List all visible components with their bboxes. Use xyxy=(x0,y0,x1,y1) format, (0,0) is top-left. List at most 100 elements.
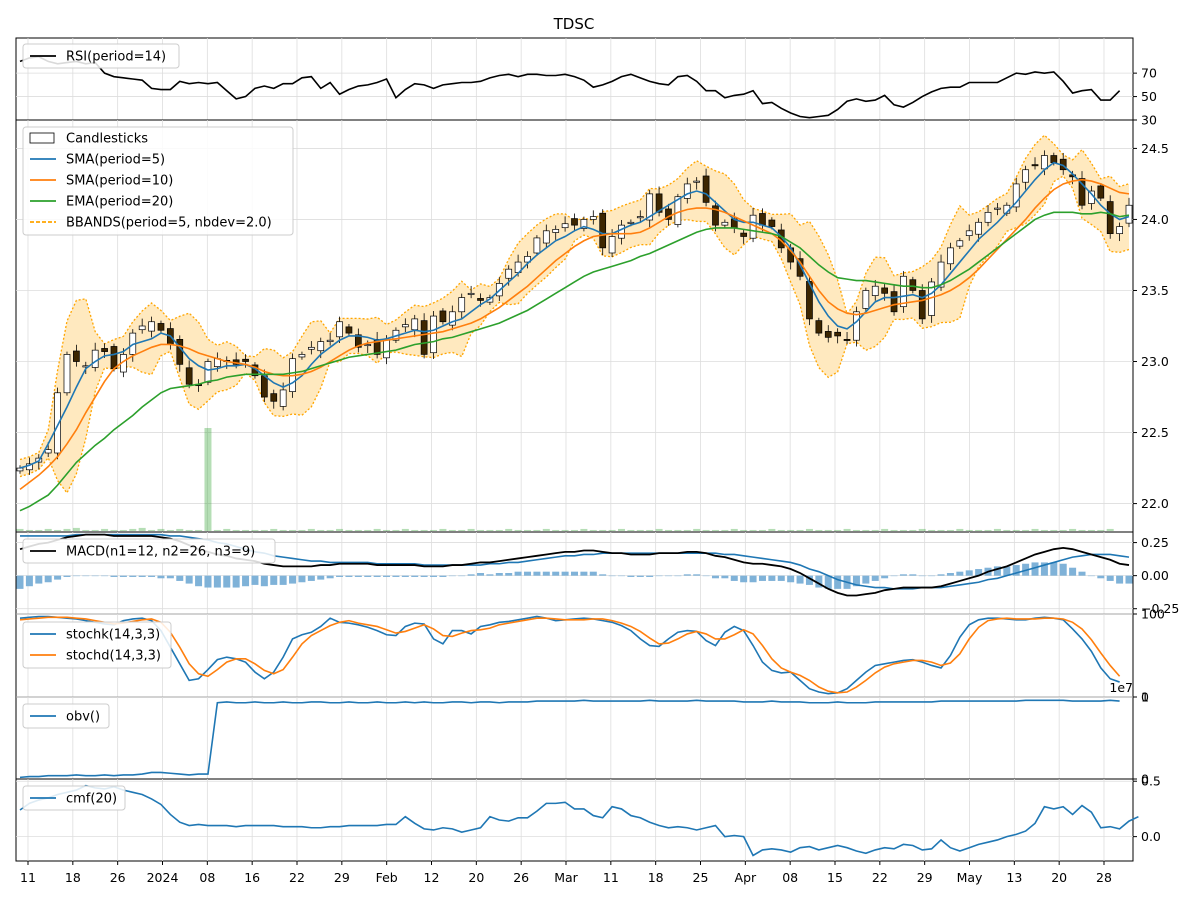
volume-bar xyxy=(448,529,456,531)
candle-body xyxy=(956,240,964,247)
volume-bar xyxy=(580,528,588,531)
volume-bar xyxy=(1031,528,1039,531)
candle-body xyxy=(1116,226,1123,235)
volume-bar xyxy=(251,529,259,531)
candle-body xyxy=(871,285,879,296)
volume-bar xyxy=(758,529,766,531)
y-tick-label: 0.0 xyxy=(1141,829,1161,844)
macd-hist-bar xyxy=(307,575,315,581)
legend-label: stochd(14,3,3) xyxy=(66,649,161,664)
cmf-line xyxy=(19,784,1139,857)
macd-hist-bar xyxy=(63,575,71,577)
x-tick-label: 12 xyxy=(424,870,440,885)
volume-bar xyxy=(119,529,127,531)
candle-body xyxy=(900,275,907,308)
candle-body xyxy=(994,207,1001,210)
legend-label: SMA(period=10) xyxy=(66,174,173,189)
macd-hist-bar xyxy=(711,575,719,579)
macd-hist-bar xyxy=(1003,566,1011,576)
volume-bar xyxy=(1050,529,1058,531)
candle-body xyxy=(73,350,80,362)
macd-hist-bar xyxy=(834,575,842,589)
volume-bar xyxy=(984,529,992,531)
stochd-line xyxy=(19,616,1121,694)
legend-label: Candlesticks xyxy=(66,132,148,147)
volume-bar xyxy=(223,528,231,531)
candle-body xyxy=(608,236,616,254)
volume-bar xyxy=(965,529,973,531)
macd-hist-bar xyxy=(721,575,729,579)
volume-bar xyxy=(326,529,334,531)
volume-bar xyxy=(148,529,156,531)
legend-box xyxy=(22,126,294,236)
volume-bar xyxy=(608,529,616,531)
candle-body xyxy=(242,358,249,362)
macd-hist-bar xyxy=(965,570,973,576)
candle-body xyxy=(326,339,334,342)
volume-bar xyxy=(1003,529,1011,531)
volume-bar xyxy=(392,529,400,531)
volume-bar xyxy=(1059,529,1067,531)
volume-bar xyxy=(627,529,635,531)
macd-hist-bar xyxy=(467,574,475,576)
volume-bar xyxy=(430,529,438,531)
candle-body xyxy=(448,311,456,326)
volume-bar xyxy=(655,528,663,531)
candle-body xyxy=(589,216,597,220)
macd-hist-bar xyxy=(364,575,372,577)
macd-hist-bar xyxy=(655,575,663,577)
volume-bar xyxy=(777,529,785,531)
volume-bar xyxy=(899,529,907,531)
macd-hist-bar xyxy=(213,575,221,588)
macd-hist-bar xyxy=(693,574,701,576)
candle-body xyxy=(552,229,560,233)
macd-hist-bar xyxy=(35,575,43,584)
macd-hist-bar xyxy=(16,575,24,589)
macd-hist-bar xyxy=(608,575,616,577)
legend-label: SMA(period=5) xyxy=(66,153,165,168)
volume-bar xyxy=(1022,529,1030,531)
candle-body xyxy=(712,205,719,226)
macd-hist-bar xyxy=(448,575,456,577)
macd-hist-bar xyxy=(993,566,1001,576)
legend-label: BBANDS(period=5, nbdev=2.0) xyxy=(66,216,272,231)
macd-hist-bar xyxy=(251,575,259,585)
volume-bar xyxy=(439,528,447,531)
macd-legend: MACD(n1=12, n2=26, n3=9) xyxy=(22,538,276,564)
macd-hist-bar xyxy=(871,575,879,581)
candle-body xyxy=(148,321,155,332)
macd-hist-bar xyxy=(166,575,174,579)
candle-body xyxy=(542,230,550,244)
macd-hist-bar xyxy=(148,575,156,577)
y-tick-label: 30 xyxy=(1141,113,1157,128)
volume-bar xyxy=(815,529,823,531)
volume-bar xyxy=(411,529,419,531)
candle-body xyxy=(561,223,569,229)
line-ema20 xyxy=(19,211,1130,512)
macd-hist-bar xyxy=(242,575,250,587)
macd-hist-bar xyxy=(580,571,588,576)
volume-bar xyxy=(740,529,748,531)
candle-body xyxy=(909,279,917,291)
volume-bar xyxy=(289,529,297,531)
candle-body xyxy=(683,183,691,199)
macd-hist-bar xyxy=(401,575,409,577)
macd-hist-bar xyxy=(54,575,62,580)
legend-box xyxy=(22,43,180,69)
macd-hist-bar xyxy=(505,573,513,576)
chart-layers: 30507022.022.523.023.524.024.5−0.250.000… xyxy=(15,37,1179,885)
volume-bar xyxy=(946,529,954,531)
volume-bar xyxy=(336,528,344,531)
y-tick-label: 23.0 xyxy=(1141,354,1169,369)
macd-hist-bar xyxy=(599,574,607,576)
volume-bar xyxy=(993,528,1001,531)
x-tick-label: Mar xyxy=(554,870,578,885)
y-tick-label: 24.0 xyxy=(1141,212,1169,227)
x-tick-label: 08 xyxy=(199,870,215,885)
macd-hist-bar xyxy=(195,575,203,587)
y-tick-label: 0.5 xyxy=(1141,774,1161,789)
macd-hist-bar xyxy=(430,575,438,577)
macd-hist-bar xyxy=(345,575,353,577)
macd-hist-bar xyxy=(909,574,917,576)
macd-hist-bar xyxy=(1059,563,1067,576)
